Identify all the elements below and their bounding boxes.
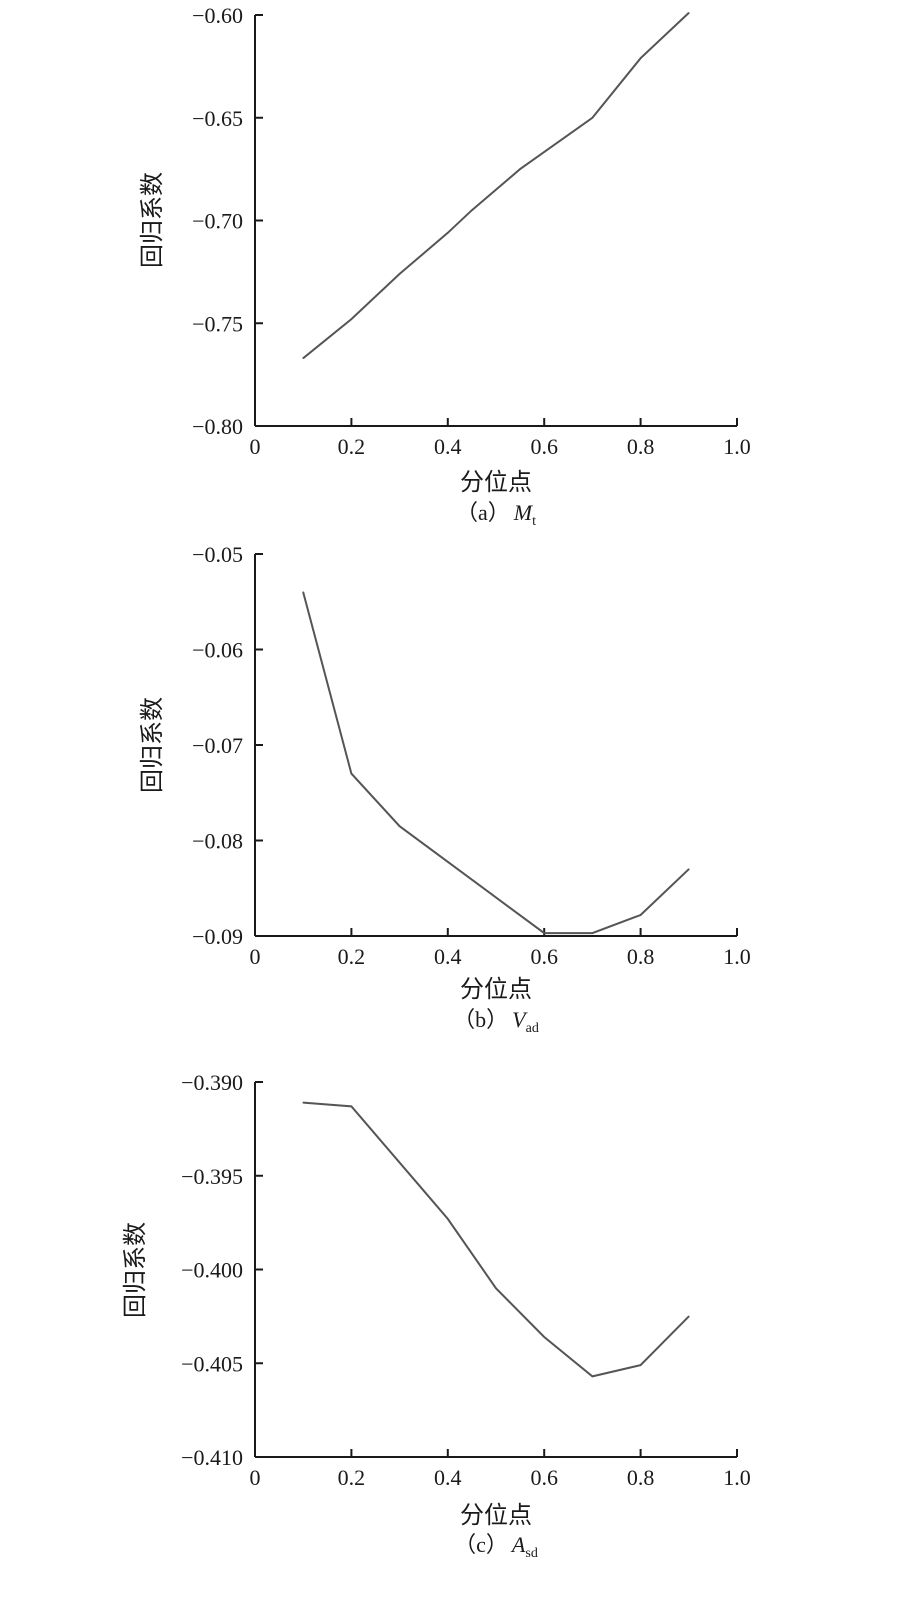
x-axis-label: 分位点 [460, 469, 532, 496]
series-line-0 [302, 12, 690, 359]
data-point [688, 12, 690, 14]
x-tick-label: 0.6 [530, 944, 558, 969]
y-tick-label: −0.410 [181, 1445, 243, 1470]
y-tick-label: −0.07 [192, 733, 243, 758]
caption-letter: （a） [456, 500, 510, 525]
caption-subscript: sd [525, 1546, 537, 1561]
data-point [350, 1105, 353, 1108]
x-tick-label: 0.8 [627, 434, 655, 459]
y-tick-label: −0.09 [192, 924, 243, 949]
x-axis-label: 分位点 [460, 1502, 532, 1529]
y-tick-label: −0.70 [192, 209, 243, 234]
y-tick-label: −0.400 [181, 1258, 243, 1283]
caption-subscript: ad [526, 1021, 539, 1036]
x-axis-label: 分位点 [460, 976, 532, 1003]
data-point [688, 1315, 690, 1318]
x-tick-label: 0.2 [338, 944, 366, 969]
y-axis-label: 回归系数 [122, 1222, 149, 1318]
x-tick-label: 0.8 [627, 1465, 655, 1490]
caption-variable: A [510, 1532, 526, 1557]
x-tick-label: 0.2 [338, 434, 366, 459]
series-line-0 [302, 591, 690, 935]
data-point [591, 1375, 594, 1378]
data-point [471, 209, 473, 212]
x-tick-label: 1.0 [723, 1465, 751, 1490]
data-point [639, 57, 642, 59]
y-tick-label: −0.405 [181, 1351, 243, 1376]
data-point [302, 591, 305, 593]
data-point [447, 1218, 449, 1220]
data-point [543, 1336, 545, 1338]
y-tick-label: −0.06 [192, 638, 243, 663]
x-tick-label: 0 [250, 1465, 261, 1490]
data-point [398, 825, 401, 827]
data-point [591, 932, 594, 934]
y-axis-label: 回归系数 [139, 697, 166, 793]
caption-subscript: t [532, 514, 536, 529]
series-line-0 [303, 1101, 690, 1378]
y-tick-label: −0.395 [181, 1164, 243, 1189]
panel-caption: （b） Vad [453, 1007, 539, 1036]
data-point [302, 1101, 305, 1104]
y-tick-label: −0.75 [192, 311, 243, 336]
y-tick-label: −0.60 [192, 3, 243, 28]
data-point [495, 1287, 497, 1290]
y-tick-label: −0.390 [181, 1070, 243, 1095]
data-point [519, 168, 521, 170]
data-point [543, 932, 545, 934]
caption-letter: （b） [453, 1007, 508, 1032]
chart-panel-1: −0.05 −0.06 −0.07 −0.08 −0.09 0 0.2 0.4 0.6 0.8 1.… [139, 542, 751, 1036]
data-point [639, 1364, 642, 1366]
chart-panel-2: −0.390 −0.395 −0.400 −0.405 −0.410 0 0.2 0.4 0.6… [122, 1070, 751, 1561]
caption-variable: M [513, 500, 534, 525]
y-tick-label: −0.05 [192, 542, 243, 567]
x-tick-label: 1.0 [723, 434, 751, 459]
x-tick-label: 1.0 [723, 944, 751, 969]
y-axis-label: 回归系数 [139, 172, 166, 268]
x-tick-label: 0.4 [434, 944, 462, 969]
data-point [350, 772, 353, 775]
x-tick-label: 0.4 [434, 1465, 462, 1490]
panel-caption: （c） Asd [454, 1532, 538, 1561]
data-point [422, 1189, 425, 1192]
panel-caption: （a） Mt [456, 500, 536, 529]
y-tick-label: −0.80 [192, 414, 243, 439]
data-point [302, 357, 305, 359]
x-tick-label: 0.4 [434, 434, 462, 459]
data-point [398, 273, 401, 275]
x-tick-label: 0.2 [338, 1465, 366, 1490]
data-point [639, 914, 642, 916]
x-tick-label: 0.8 [627, 944, 655, 969]
data-point [591, 116, 594, 119]
data-point [447, 232, 449, 234]
data-point [688, 868, 690, 870]
y-tick-label: −0.08 [192, 829, 243, 854]
x-tick-label: 0.6 [530, 434, 558, 459]
x-tick-label: 0 [250, 944, 261, 969]
x-tick-label: 0.6 [530, 1465, 558, 1490]
data-point [350, 318, 353, 320]
y-tick-label: −0.65 [192, 106, 243, 131]
caption-letter: （c） [454, 1532, 508, 1557]
caption-variable: V [512, 1007, 528, 1032]
x-tick-label: 0 [250, 434, 261, 459]
chart-panel-0: −0.60 −0.65 −0.70 −0.75 −0.80 0 0.2 0.4 0.6 0.8 1.… [139, 3, 751, 529]
